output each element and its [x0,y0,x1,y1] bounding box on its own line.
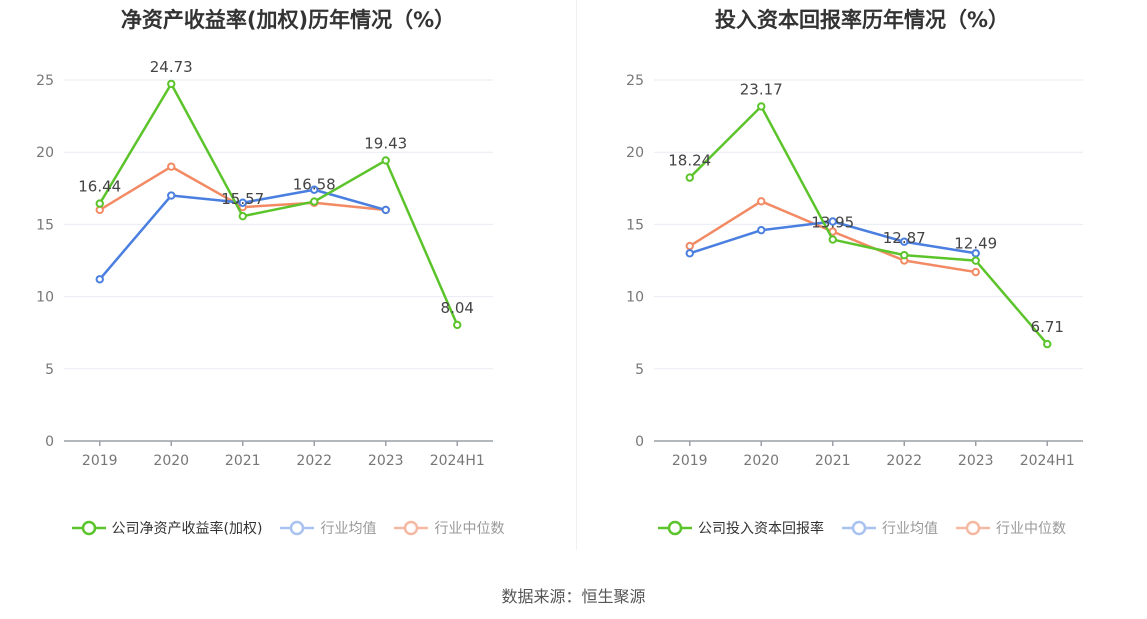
data-point-company[interactable] [685,173,694,182]
data-label: 18.24 [668,152,711,170]
legend-label-median: 行业中位数 [434,521,505,537]
data-point-median[interactable] [685,241,694,251]
x-tick-label: 2024H1 [430,453,485,469]
data-point-company[interactable] [167,79,176,89]
data-point-company[interactable] [95,199,104,208]
data-point-company[interactable] [900,250,909,260]
roe-chart-plot: 0 5 10 15 20 25 2019 2020 2021 2022 2023 2024H1 16.4… [36,58,493,469]
data-point-company[interactable] [238,211,247,221]
data-label: 13.95 [811,214,854,232]
y-tick-label: 25 [36,73,54,89]
data-point-company[interactable] [971,256,980,265]
data-label: 12.87 [883,229,926,247]
legend-label-median: 行业中位数 [996,521,1066,537]
roe-chart-title: 净资产收益率(加权)历年情况（%） [120,8,456,32]
data-label: 8.04 [441,299,474,317]
y-tick-label: 15 [36,217,54,233]
x-tick-label: 2019 [82,453,118,469]
legend-item-median[interactable]: 行业中位数 [394,518,504,538]
data-point-avg[interactable] [900,237,909,246]
x-tick-label: 2022 [886,453,922,469]
legend-label-avg: 行业均值 [320,521,377,537]
data-point-avg[interactable] [95,275,104,284]
data-point-company[interactable] [1043,339,1052,349]
x-tick-label: 2019 [672,453,708,469]
data-point-avg[interactable] [685,249,694,258]
y-tick-label: 10 [36,290,54,306]
roic-chart-plot: 0 5 10 15 20 25 2019 2020 2021 2022 2023 2024H1 18.2… [626,73,1083,469]
series-line-company [98,82,459,326]
x-tick-label: 2023 [958,453,994,469]
roe-chart-panel: 净资产收益率(加权)历年情况（%） 0 5 10 15 20 25 2019 2020 2021… [0,0,576,560]
data-point-avg[interactable] [381,205,390,215]
y-tick-label: 5 [45,362,54,378]
data-point-avg[interactable] [757,225,766,235]
x-tick-label: 2020 [743,453,779,469]
data-label: 23.17 [740,80,783,98]
legend-median-marker-icon [394,520,429,536]
data-point-company[interactable] [310,197,319,206]
series-line-company [688,105,1049,345]
data-label: 12.49 [954,235,997,253]
y-tick-label: 20 [36,145,54,161]
roic-chart-legend: 公司投入资本回报率 行业均值 行业中位数 [577,518,1147,538]
data-label: 24.73 [150,58,193,76]
roic-chart-panel: 投入资本回报率历年情况（%） 0 5 10 15 20 25 2019 2020 2021 202… [577,0,1147,560]
data-point-company[interactable] [381,156,390,165]
y-tick-label: 20 [626,145,644,161]
y-tick-label: 0 [635,434,644,450]
legend-avg-marker-icon [280,520,315,536]
data-label: 6.71 [1031,318,1064,336]
legend-label-company: 公司净资产收益率(加权) [111,521,263,537]
data-point-median[interactable] [757,197,766,206]
data-point-avg[interactable] [310,185,319,194]
y-tick-label: 15 [626,217,644,233]
data-label: 16.44 [78,178,121,196]
roic-chart-title: 投入资本回报率历年情况（%） [714,8,1010,32]
y-tick-label: 25 [626,73,644,89]
data-point-company[interactable] [828,235,837,244]
x-tick-label: 2021 [225,453,261,469]
x-tick-label: 2020 [153,453,189,469]
data-source-note: 数据来源：恒生聚源 [501,587,646,606]
y-tick-label: 5 [635,362,644,378]
legend-avg-marker-icon [842,520,876,536]
roe-chart-legend: 公司净资产收益率(加权) 行业均值 行业中位数 [0,518,576,538]
data-point-company[interactable] [453,320,462,330]
legend-item-company[interactable]: 公司净资产收益率(加权) [71,518,263,538]
legend-company-marker-icon [658,520,692,536]
legend-item-avg[interactable]: 行业均值 [280,518,376,538]
data-point-avg[interactable] [167,191,176,200]
x-tick-label: 2021 [815,453,851,469]
data-label: 16.58 [293,176,336,194]
legend-median-marker-icon [956,520,990,536]
data-label: 15.57 [221,190,264,208]
y-tick-label: 10 [626,290,644,306]
x-tick-label: 2022 [296,453,332,469]
data-point-avg[interactable] [828,217,837,226]
data-point-median[interactable] [167,162,176,171]
legend-label-company: 公司投入资本回报率 [698,521,824,537]
x-tick-label: 2024H1 [1020,453,1075,469]
legend-company-marker-icon [71,520,106,536]
legend-item-median[interactable]: 行业中位数 [956,518,1066,538]
y-tick-label: 0 [45,434,54,450]
data-point-company[interactable] [757,102,766,111]
data-point-median[interactable] [971,267,980,277]
legend-label-avg: 行业均值 [882,521,938,537]
data-point-avg[interactable] [238,198,247,207]
legend-item-avg[interactable]: 行业均值 [842,518,938,538]
legend-item-company[interactable]: 公司投入资本回报率 [658,518,824,538]
x-tick-label: 2023 [368,453,404,469]
data-label: 19.43 [364,134,407,152]
panel-divider [576,0,577,550]
